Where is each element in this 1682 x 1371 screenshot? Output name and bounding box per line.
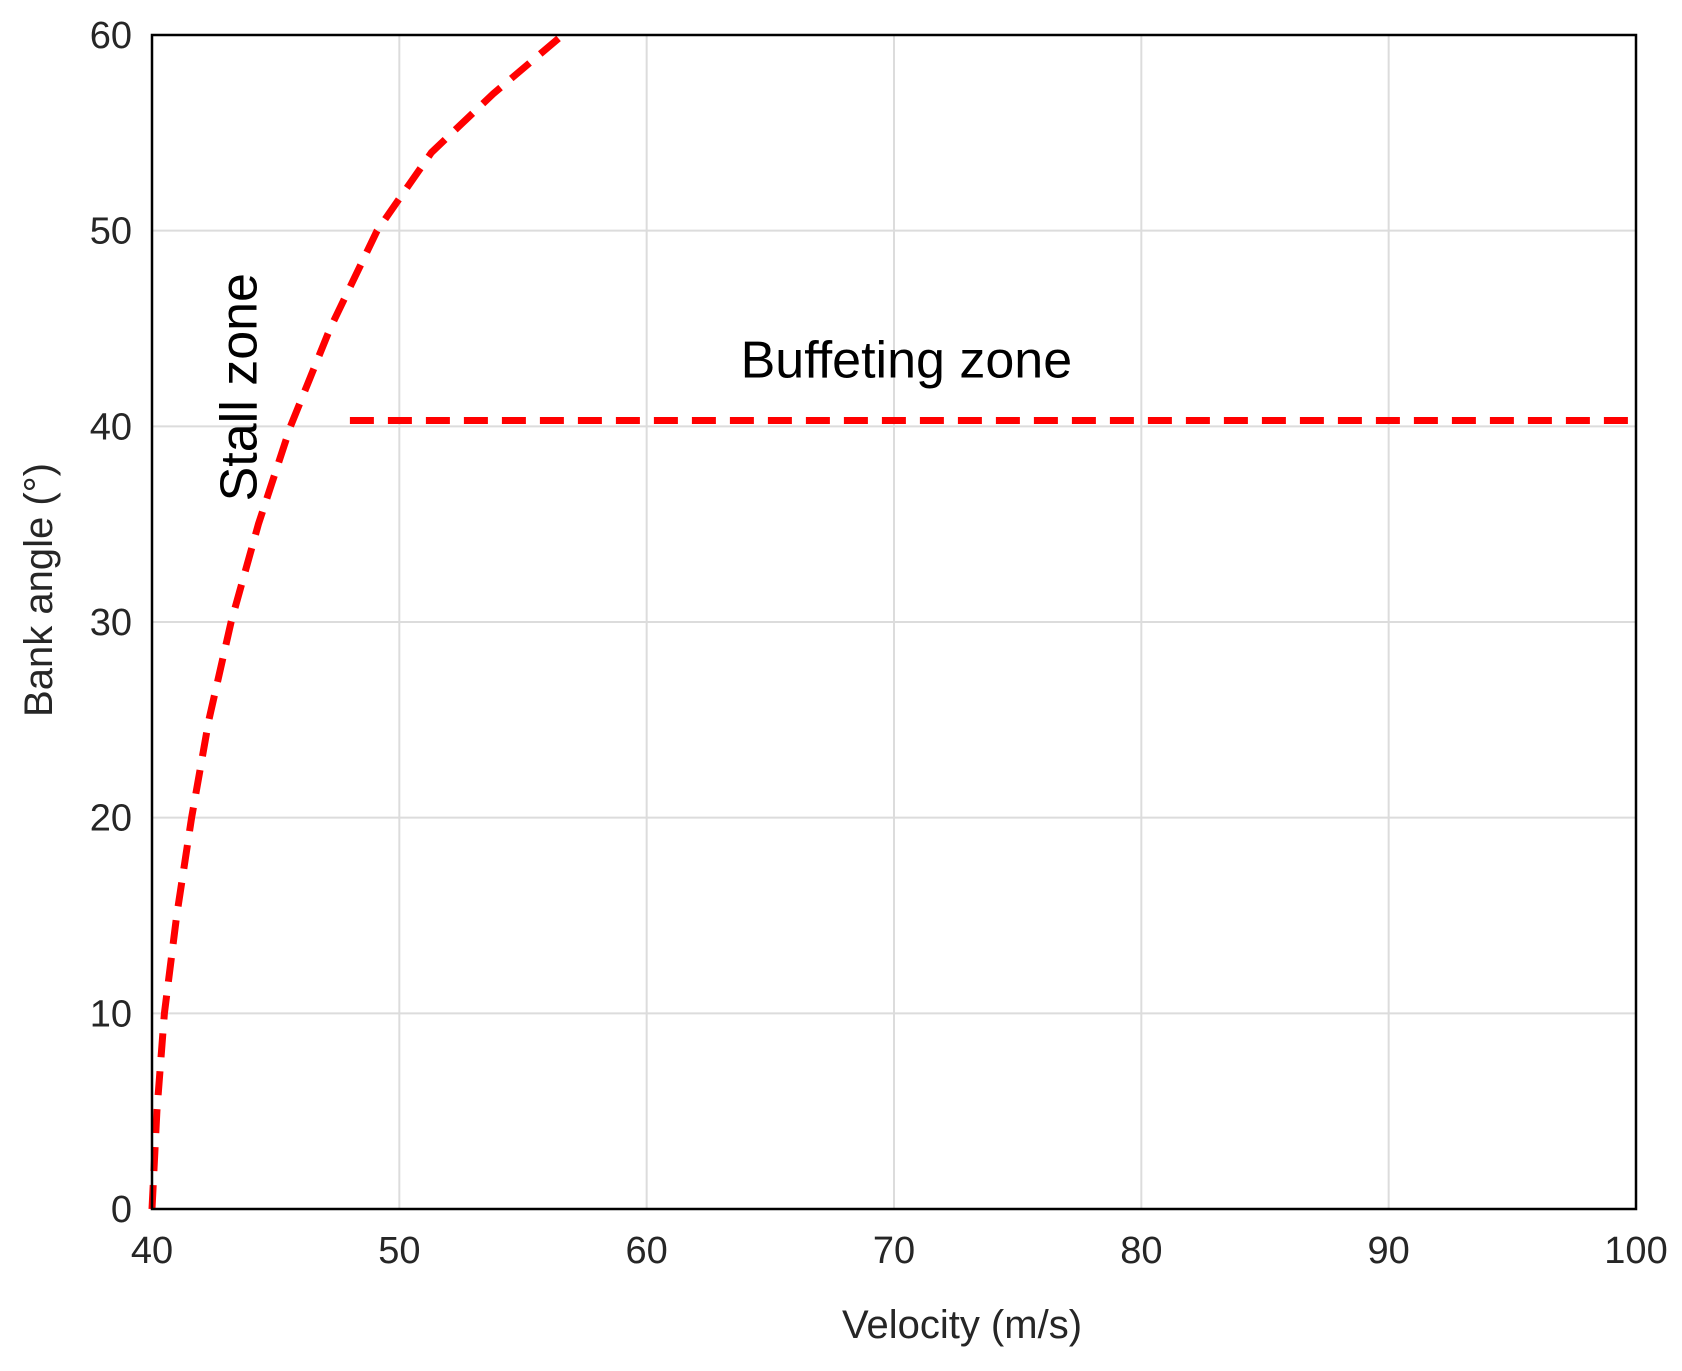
x-tick-label: 70 — [873, 1230, 915, 1272]
x-tick-label: 90 — [1368, 1230, 1410, 1272]
series-lines — [148, 32, 1636, 1210]
y-tick-label: 40 — [90, 406, 132, 448]
x-tick-labels: 40 50 60 70 80 90 100 — [131, 1230, 1668, 1272]
x-tick-label: 50 — [378, 1230, 420, 1272]
x-tick-label: 40 — [131, 1230, 173, 1272]
y-tick-label: 60 — [90, 15, 132, 57]
plot-frame — [150, 33, 1638, 1211]
y-tick-label: 30 — [90, 602, 132, 644]
grid — [152, 35, 1636, 1209]
x-axis-label: Velocity (m/s) — [842, 1303, 1082, 1347]
x-tick-label: 80 — [1120, 1230, 1162, 1272]
x-tick-label: 60 — [626, 1230, 668, 1272]
y-tick-label: 10 — [90, 993, 132, 1035]
annotations: Stall zone Buffeting zone — [211, 273, 1073, 501]
y-tick-labels: 0 10 20 30 40 50 60 — [90, 15, 132, 1231]
y-tick-label: 50 — [90, 211, 132, 253]
annotation-buffeting-zone: Buffeting zone — [741, 331, 1073, 389]
x-tick-label: 100 — [1604, 1230, 1667, 1272]
y-axis-label: Bank angle (°) — [17, 463, 61, 717]
y-tick-label: 20 — [90, 798, 132, 840]
y-tick-label: 0 — [111, 1189, 132, 1231]
series-line-stall-boundary — [148, 32, 565, 1210]
annotation-stall-zone: Stall zone — [211, 273, 269, 501]
